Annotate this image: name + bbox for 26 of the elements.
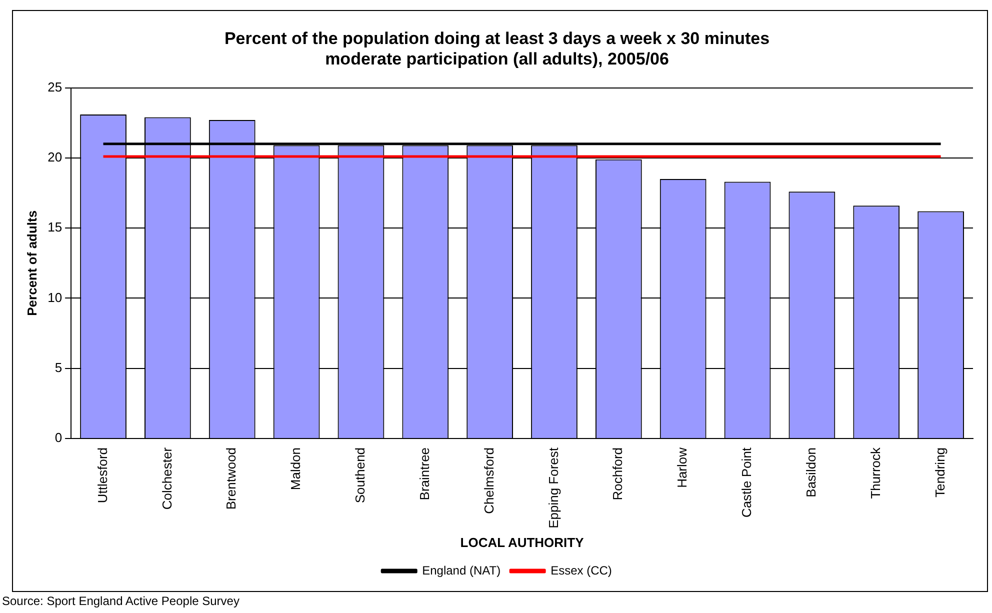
x-tick-label: Rochford [610, 447, 626, 500]
y-tick-label: 5 [54, 360, 62, 375]
x-tick-label: Maldon [288, 447, 304, 490]
y-tick-label: 10 [48, 290, 62, 305]
x-tick-label: Basildon [804, 447, 819, 498]
x-tick-label: Thurrock [868, 446, 883, 499]
chart-title: Percent of the population doing at least 3 days a week x 30 minutes moderate participation (all adults), 2005/06 [224, 28, 770, 68]
legend-label: Essex (CC) [550, 563, 612, 578]
x-axis-title: LOCAL AUTHORITY [460, 534, 584, 550]
x-tick-label: Castle Point [739, 447, 754, 518]
y-axis-title: Percent of adults [24, 210, 40, 316]
x-tick-label: Braintree [416, 447, 432, 500]
x-tick-label: Southend [352, 447, 368, 504]
source-note: Source: Sport England Active People Survey [2, 594, 240, 608]
x-tick-label: Epping Forest [546, 447, 561, 528]
y-tick-label: 25 [48, 79, 62, 94]
y-tick-label: 15 [48, 220, 62, 235]
x-tick-label: Tendring [932, 447, 948, 498]
x-tick-label: Uttlesford [94, 447, 110, 504]
x-tick-label: Harlow [674, 446, 690, 488]
legend-label: England (NAT) [422, 563, 501, 578]
y-tick-label: 0 [54, 430, 62, 446]
x-tick-label: Chelmsford [481, 447, 496, 514]
y-tick-label: 20 [48, 150, 62, 165]
x-tick-label: Brentwood [224, 447, 239, 510]
x-tick-label: Colchester [159, 446, 174, 510]
